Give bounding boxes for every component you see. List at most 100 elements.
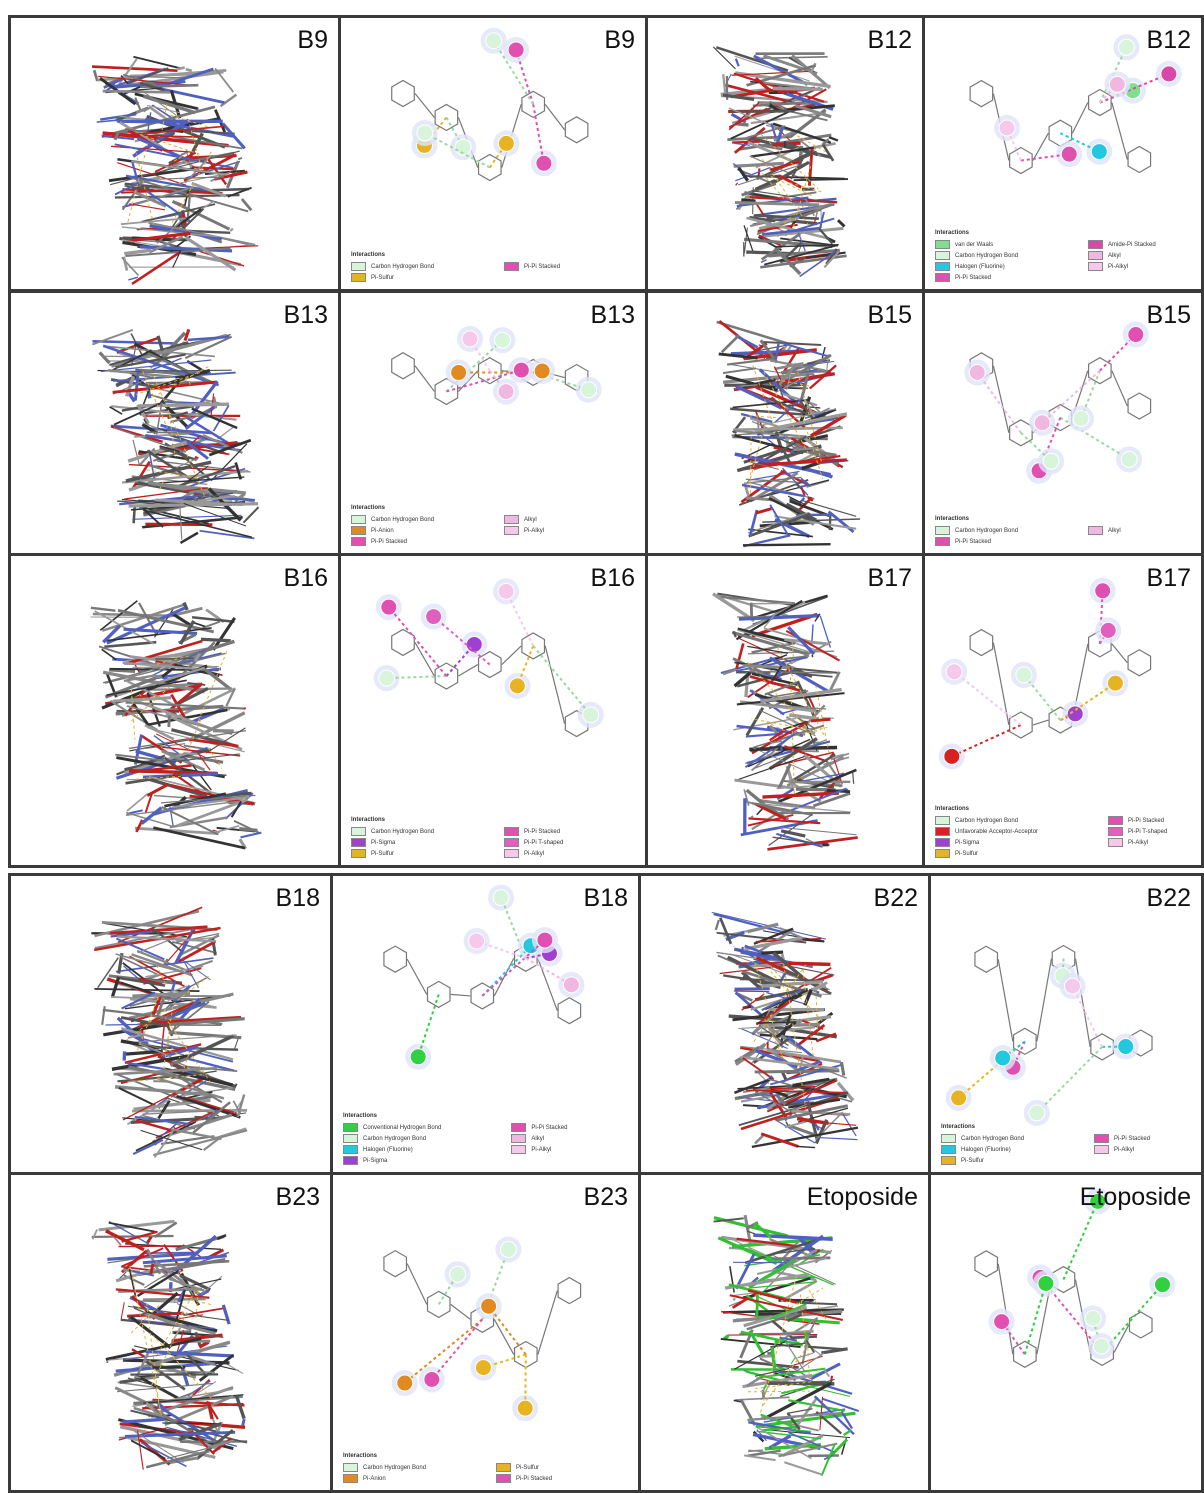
residue — [426, 609, 442, 625]
legend-columns: Carbon Hydrogen Bond Halogen (Fluorine) Pi… — [941, 1133, 1150, 1166]
residue — [1100, 622, 1116, 638]
legend-text: Carbon Hydrogen Bond — [363, 1465, 426, 1471]
bond — [794, 1024, 820, 1025]
legend-item: Pi-Pi Stacked — [511, 1122, 567, 1133]
legend-text: Pi-Pi Stacked — [531, 1125, 567, 1131]
legend-item: Pi-Sulfur — [351, 848, 434, 859]
legend-item: Carbon Hydrogen Bond — [935, 815, 1038, 826]
bond — [131, 187, 149, 189]
legend-text: Pi-Pi Stacked — [955, 539, 991, 545]
bond — [717, 322, 788, 344]
residue — [536, 155, 552, 171]
legend-text: Pi-Sulfur — [961, 1158, 984, 1164]
bond — [100, 352, 110, 363]
legend-swatch — [511, 1123, 526, 1132]
legend-item: Pi-Sigma — [343, 1155, 441, 1166]
legend-swatch — [504, 262, 519, 271]
bond — [130, 1269, 136, 1297]
legend-item: Halogen (Fluorine) — [941, 1144, 1024, 1155]
molecule-view — [641, 1175, 931, 1493]
bond — [119, 1246, 187, 1247]
bond — [748, 194, 749, 199]
bond — [736, 757, 804, 781]
bond — [797, 1146, 815, 1147]
bond — [737, 616, 770, 617]
molecule-view — [11, 556, 341, 868]
ring — [1128, 146, 1151, 172]
bond — [756, 1022, 796, 1023]
legend-swatch — [343, 1463, 358, 1472]
residue — [450, 1266, 466, 1282]
panel: B9InteractionsCarbon Hydrogen BondPi-Sul… — [338, 15, 648, 292]
panel: B23 — [8, 1172, 333, 1493]
legend-title: Interactions — [941, 1124, 1150, 1130]
legend-columns: Carbon Hydrogen BondPi-AnionPi-Pi Stacke… — [351, 514, 544, 547]
chain — [545, 646, 564, 724]
ring — [427, 1291, 450, 1317]
legend-swatch — [941, 1134, 956, 1143]
bond — [761, 260, 767, 263]
legend-swatch — [935, 251, 950, 260]
residue — [1118, 1039, 1134, 1055]
bond — [117, 121, 185, 122]
bond — [201, 1276, 222, 1294]
bond — [217, 1235, 226, 1239]
bond — [127, 794, 148, 811]
legend-columns: Carbon Hydrogen BondPi-SigmaPi-SulfurPi-… — [351, 826, 563, 859]
legend-swatch — [351, 849, 366, 858]
legend-item: Pi-Alkyl — [504, 525, 544, 536]
legend-text: Pi-Sigma — [955, 840, 979, 846]
molecule-view — [648, 18, 925, 292]
residue — [498, 583, 514, 599]
bond — [817, 1137, 858, 1139]
bond — [199, 1342, 208, 1347]
bond — [830, 514, 831, 530]
ring — [970, 81, 993, 107]
bond — [243, 1419, 244, 1425]
residue — [1095, 583, 1111, 599]
panel: B13InteractionsCarbon Hydrogen BondPi-An… — [338, 290, 648, 556]
bond — [186, 69, 192, 71]
bond — [243, 507, 258, 523]
legend-column: Carbon Hydrogen BondPi-SigmaPi-Sulfur — [351, 826, 434, 859]
legend-text: Pi-Pi Stacked — [516, 1476, 552, 1482]
legend-swatch — [351, 273, 366, 282]
bond — [133, 57, 181, 69]
residue — [1016, 667, 1032, 683]
legend-text: Carbon Hydrogen Bond — [955, 253, 1018, 259]
legend-text: Pi-Pi Stacked — [371, 539, 407, 545]
bond — [104, 642, 156, 647]
chain — [494, 1319, 514, 1354]
bond — [773, 1321, 794, 1339]
bond — [153, 1081, 170, 1082]
legend-text: Alkyl — [1108, 528, 1121, 534]
legend-swatch — [504, 838, 519, 847]
residue — [1121, 451, 1137, 467]
bond — [823, 145, 833, 161]
chain — [1114, 1325, 1129, 1352]
bond — [761, 952, 783, 953]
panel-label: B16 — [591, 564, 635, 593]
legend-item: Carbon Hydrogen Bond — [351, 826, 434, 837]
bond — [736, 1319, 755, 1320]
bond — [136, 108, 148, 112]
chain — [1075, 959, 1090, 1047]
residue — [944, 748, 960, 764]
chain — [993, 366, 1008, 433]
legend-text: Halogen (Fluorine) — [961, 1147, 1011, 1153]
bond — [736, 184, 737, 185]
residue — [951, 1090, 967, 1106]
legend-item: Pi-Alkyl — [511, 1144, 567, 1155]
legend-swatch — [935, 273, 950, 282]
panel: B22InteractionsCarbon Hydrogen BondHalog… — [928, 873, 1204, 1175]
legend-item: Pi-Sigma — [935, 837, 1038, 848]
bond — [794, 179, 848, 180]
bond — [215, 68, 233, 92]
bond — [156, 1371, 215, 1373]
bond — [773, 88, 823, 89]
chain — [1072, 103, 1087, 134]
bond — [751, 816, 753, 817]
legend-item: Alkyl — [504, 514, 544, 525]
legend-item: Carbon Hydrogen Bond — [941, 1133, 1024, 1144]
